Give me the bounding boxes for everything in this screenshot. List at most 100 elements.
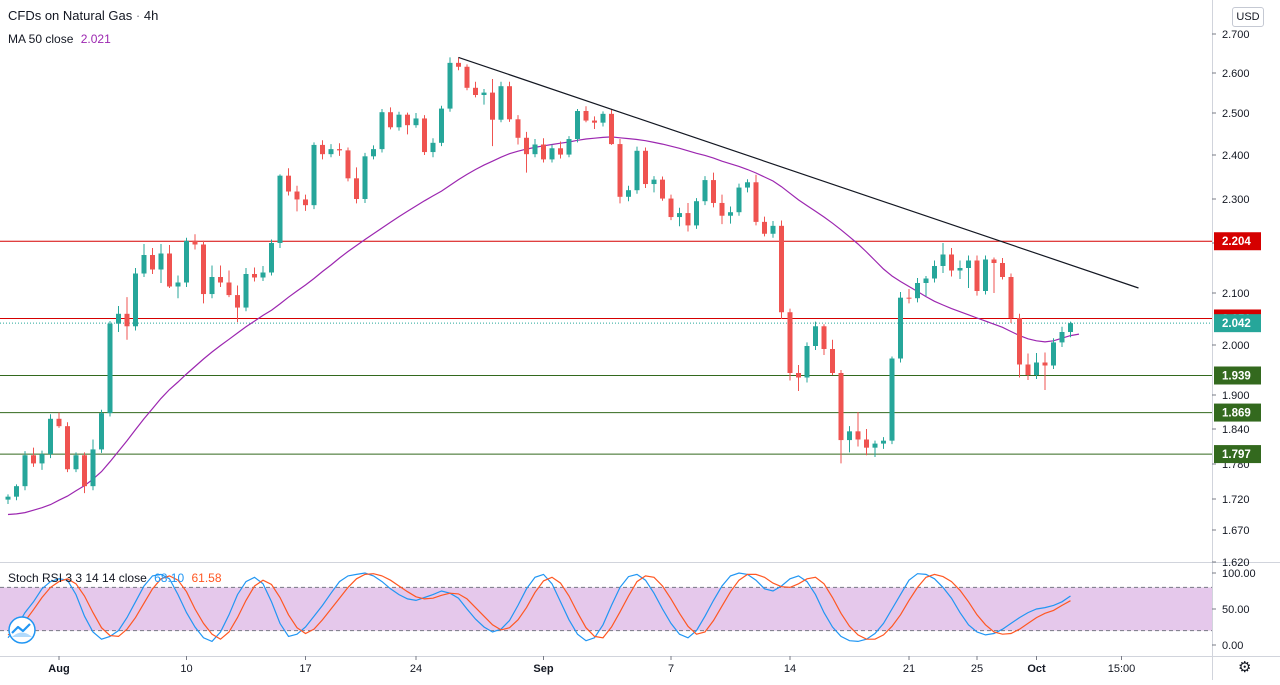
candle-body (881, 440, 886, 444)
x-tick-label: Aug (48, 663, 69, 675)
candle-body (141, 255, 147, 274)
candle-body (294, 191, 300, 200)
candle-body (872, 443, 878, 448)
y-tick-label: 2.300 (1222, 194, 1250, 206)
candle-body (566, 139, 572, 155)
candle-body (804, 346, 810, 378)
candle-body (770, 225, 776, 234)
candle-body (413, 118, 419, 126)
candle-body (430, 142, 436, 153)
candle-body (1068, 323, 1073, 332)
candle-body (439, 108, 444, 143)
candle-body (575, 111, 580, 140)
candle-body (626, 190, 631, 197)
candle-body (609, 113, 614, 145)
candle-body (5, 496, 11, 500)
x-tick-label: Sep (533, 663, 553, 675)
candle-body (915, 283, 920, 299)
candle-body (192, 240, 198, 245)
candle-body (464, 66, 470, 88)
last-price-label: 2.042 (1222, 318, 1251, 330)
stoch-legend: Stoch RSI 3 3 14 14 close 68.10 61.58 (8, 571, 222, 585)
candle-body (362, 156, 368, 199)
x-tick-label: 15:00 (1108, 663, 1136, 675)
candle-body (31, 455, 36, 464)
candle-body (957, 268, 963, 271)
x-tick-label: 25 (971, 663, 983, 675)
candle-body (303, 199, 308, 206)
candle-body (541, 144, 546, 160)
candle-body (447, 62, 453, 109)
candle-body (209, 277, 215, 295)
level-tag-1.797 (1214, 445, 1261, 464)
candle-body (1042, 362, 1048, 366)
x-tick-label: Oct (1027, 663, 1046, 675)
candle-body (481, 92, 487, 95)
candle-body (456, 62, 461, 67)
candle-body (116, 313, 121, 324)
candle-body (311, 144, 317, 206)
y-tick-label: 2.100 (1222, 288, 1250, 300)
symbol-legend: CFDs on Natural Gas · 4h (8, 8, 158, 23)
ma-legend: MA 50 close 2.021 (8, 32, 111, 46)
candle-body (371, 149, 376, 157)
stoch-band (0, 587, 1212, 631)
candle-body (175, 282, 181, 287)
candle-body (702, 180, 708, 202)
level-label-1.939: 1.939 (1222, 371, 1251, 383)
y-tick-label: 2.000 (1222, 340, 1250, 352)
level-tag-1.939 (1214, 366, 1261, 385)
stoch-series-K (7, 572, 1071, 643)
candle-body (515, 119, 521, 138)
x-tick-label: 14 (784, 663, 796, 675)
candle-body (1059, 332, 1065, 343)
y-tick-label: 2.700 (1222, 29, 1250, 41)
stoch-series-D (7, 573, 1071, 640)
gear-icon[interactable]: ⚙ (1238, 659, 1252, 676)
level-tag-2.204 (1214, 232, 1261, 251)
x-tick-label: 24 (410, 663, 422, 675)
stoch-y-tick-label: 50.00 (1222, 604, 1250, 616)
candle-body (932, 266, 937, 279)
candle-body (1000, 263, 1005, 277)
candle-body (133, 273, 138, 327)
candle-body (685, 213, 691, 226)
candle-body (583, 111, 589, 121)
ma-label: MA 50 close (8, 32, 74, 46)
y-tick-label: 1.720 (1222, 494, 1250, 506)
candle-body (974, 260, 980, 291)
candle-body (830, 349, 835, 373)
candle-body (1017, 317, 1022, 365)
candle-body (14, 486, 19, 497)
candle-body (745, 182, 750, 188)
candle-body (388, 112, 393, 128)
candle-body (600, 113, 606, 123)
candle-body (39, 454, 45, 464)
candle-body (940, 254, 946, 266)
last-price-tag (1214, 314, 1261, 333)
candle-body (549, 148, 555, 160)
candle-body (107, 323, 113, 414)
candle-body (337, 149, 342, 151)
candle-body (677, 213, 682, 218)
title-separator: · (135, 8, 141, 23)
stoch-d-value: 61.58 (191, 571, 222, 585)
candle-body (1051, 342, 1056, 366)
candle-body (898, 297, 903, 359)
interval-label: 4h (143, 8, 159, 23)
candle-body (617, 144, 623, 197)
candle-body (558, 148, 563, 155)
candle-body (320, 144, 325, 155)
candle-body (422, 118, 427, 153)
x-tick-label: 7 (668, 663, 674, 675)
candle-body (65, 426, 70, 470)
currency-button[interactable]: USD (1232, 7, 1264, 27)
candle-body (260, 272, 266, 278)
candle-body (532, 144, 538, 155)
candle-body (218, 277, 223, 283)
candle-body (855, 431, 861, 440)
candle-body (22, 455, 28, 487)
